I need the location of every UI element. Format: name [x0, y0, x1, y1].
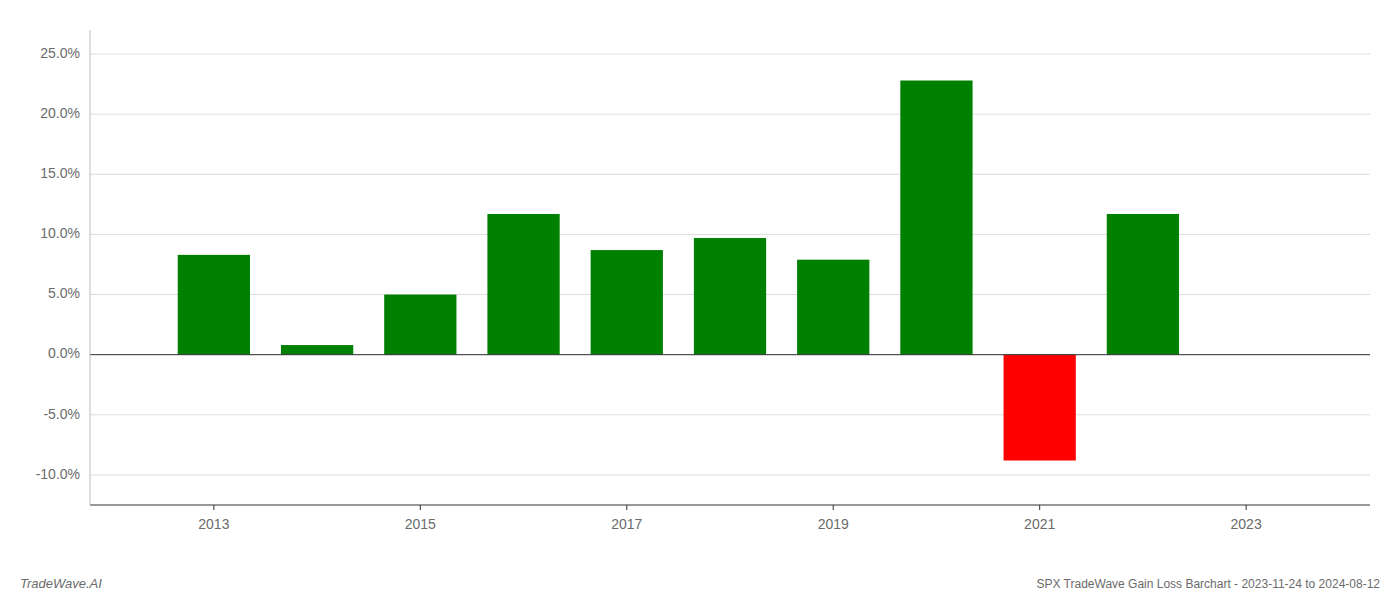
zero-line [90, 354, 1370, 355]
y-tick-label: -10.0% [36, 466, 80, 482]
bar [1004, 355, 1076, 461]
bar [384, 295, 456, 355]
chart-container: -10.0% -5.0% 0.0% 5.0% 10.0% 15.0% 20.0% 25.0% 2… [0, 0, 1400, 600]
x-tick-label: 2013 [198, 516, 229, 532]
x-tick [213, 505, 214, 510]
y-tick-label: 25.0% [40, 45, 80, 61]
grid-line [90, 414, 1370, 415]
y-tick-label: -5.0% [43, 406, 80, 422]
grid-line [90, 354, 1370, 355]
x-tick [420, 505, 421, 510]
x-tick-label: 2017 [611, 516, 642, 532]
chart-svg: -10.0% -5.0% 0.0% 5.0% 10.0% 15.0% 20.0% 25.0% 2… [0, 0, 1400, 600]
grid-line [90, 54, 1370, 55]
x-tick [833, 505, 834, 510]
grid-line [90, 474, 1370, 475]
y-tick-label: 15.0% [40, 165, 80, 181]
bar [281, 345, 353, 355]
footer-right: SPX TradeWave Gain Loss Barchart - 2023-… [1036, 577, 1380, 591]
grid [90, 54, 1370, 475]
x-tick [1039, 505, 1040, 510]
bar [487, 214, 559, 355]
x-tick-label: 2023 [1231, 516, 1262, 532]
y-tick-label: 5.0% [48, 285, 80, 301]
x-tick [1246, 505, 1247, 510]
bars [178, 81, 1179, 461]
x-axis-line [90, 504, 1370, 505]
bar [178, 255, 250, 355]
x-tick-label: 2021 [1024, 516, 1055, 532]
x-tick-label: 2015 [405, 516, 436, 532]
bar [1107, 214, 1179, 355]
y-axis-line [90, 30, 91, 505]
y-tick-label: 20.0% [40, 105, 80, 121]
y-tick-label: 0.0% [48, 345, 80, 361]
bar [591, 250, 663, 355]
grid-line [90, 114, 1370, 115]
footer-left: TradeWave.AI [20, 576, 102, 591]
bar [900, 81, 972, 355]
y-tick-label: 10.0% [40, 225, 80, 241]
bar [797, 260, 869, 355]
bar [694, 238, 766, 355]
x-tick [626, 505, 627, 510]
grid-line [90, 174, 1370, 175]
x-tick-label: 2019 [818, 516, 849, 532]
